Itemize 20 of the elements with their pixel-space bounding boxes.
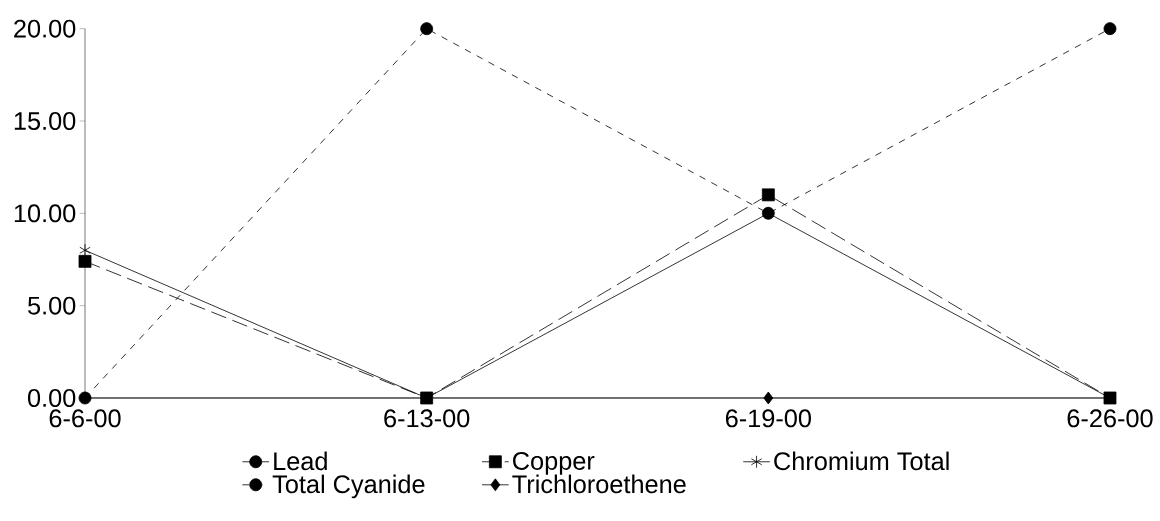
point bbox=[761, 188, 775, 202]
x-tick-label: 6-26-00 bbox=[1067, 409, 1153, 428]
legend-label: Copper bbox=[513, 451, 595, 475]
y-tick-label: 15.00 bbox=[14, 112, 76, 130]
point bbox=[763, 391, 774, 405]
x-tick-label: 6-6-00 bbox=[49, 409, 121, 428]
legend-label: Trichloroethene bbox=[512, 474, 686, 494]
point bbox=[1103, 22, 1117, 36]
y-tick-label: 10.00 bbox=[14, 204, 76, 223]
y-tick-label: 0.00 bbox=[27, 389, 76, 407]
legend-label: Lead bbox=[274, 451, 327, 471]
x-tick-label: 6-13-00 bbox=[384, 409, 470, 428]
point bbox=[78, 254, 92, 268]
point bbox=[79, 243, 91, 257]
point bbox=[420, 22, 434, 36]
y-tick-label: 20.00 bbox=[14, 19, 76, 38]
legend-label: Chromium Total bbox=[774, 451, 949, 471]
x-tick-label: 6-19-00 bbox=[725, 409, 811, 428]
legend-label: Total Cyanide bbox=[272, 474, 425, 499]
y-tick-label: 5.00 bbox=[28, 296, 76, 315]
